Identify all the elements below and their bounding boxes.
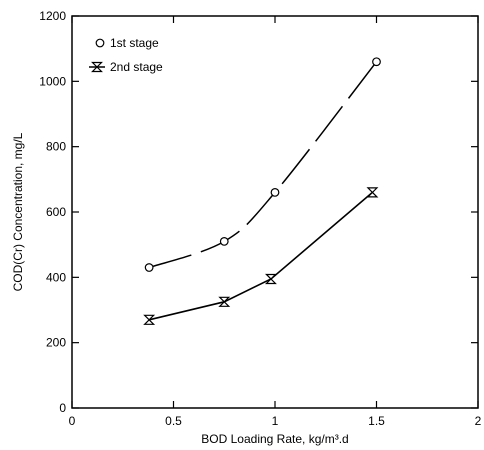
y-axis-title: COD(Cr) Concentration, mg/L xyxy=(11,132,25,291)
data-point-1st-stage xyxy=(372,57,381,67)
x-tick-label: 1 xyxy=(272,414,279,428)
legend-label-1st-stage: 1st stage xyxy=(110,36,159,50)
x-axis-title: BOD Loading Rate, kg/m³.d xyxy=(201,432,348,446)
series-line-2nd-stage xyxy=(148,191,373,321)
axis-ticks xyxy=(71,15,479,409)
x-tick-label: 2 xyxy=(475,414,482,428)
data-point-1st-stage xyxy=(270,187,280,197)
legend-symbol-1st-stage xyxy=(95,38,105,48)
y-tick-label: 600 xyxy=(46,205,66,219)
legend-marker-2nd-stage xyxy=(89,61,105,73)
legend-marker-1st-stage xyxy=(95,38,105,48)
plot-frame xyxy=(71,15,479,409)
legend-label-2nd-stage: 2nd stage xyxy=(110,60,163,74)
y-tick-label: 0 xyxy=(59,401,66,415)
data-point-2nd-stage xyxy=(366,187,379,198)
data-point-1st-stage xyxy=(144,263,154,272)
series-curves xyxy=(148,61,378,321)
y-tick-label: 400 xyxy=(46,270,66,284)
data-point-2nd-stage xyxy=(218,296,231,307)
data-point-2nd-stage xyxy=(264,273,277,285)
data-point-1st-stage xyxy=(219,236,229,246)
series-markers xyxy=(143,57,381,325)
y-tick-label: 1200 xyxy=(39,9,66,23)
x-tick-label: 0.5 xyxy=(165,414,182,428)
legend-symbol-2nd-stage xyxy=(91,61,103,73)
y-tick-label: 800 xyxy=(46,140,66,154)
data-point-2nd-stage xyxy=(143,314,156,325)
series-curve-1st-stage xyxy=(148,61,378,269)
legend: 1st stage 2nd stage xyxy=(89,36,163,74)
y-tick-label: 200 xyxy=(46,336,66,350)
x-tick-label: 1.5 xyxy=(368,414,385,428)
y-tick-label: 1000 xyxy=(39,74,66,88)
tick-labels: 0 0.5 1 1.5 2 0 200 400 600 800 1000 1200 xyxy=(39,9,481,428)
x-tick-label: 0 xyxy=(69,414,76,428)
